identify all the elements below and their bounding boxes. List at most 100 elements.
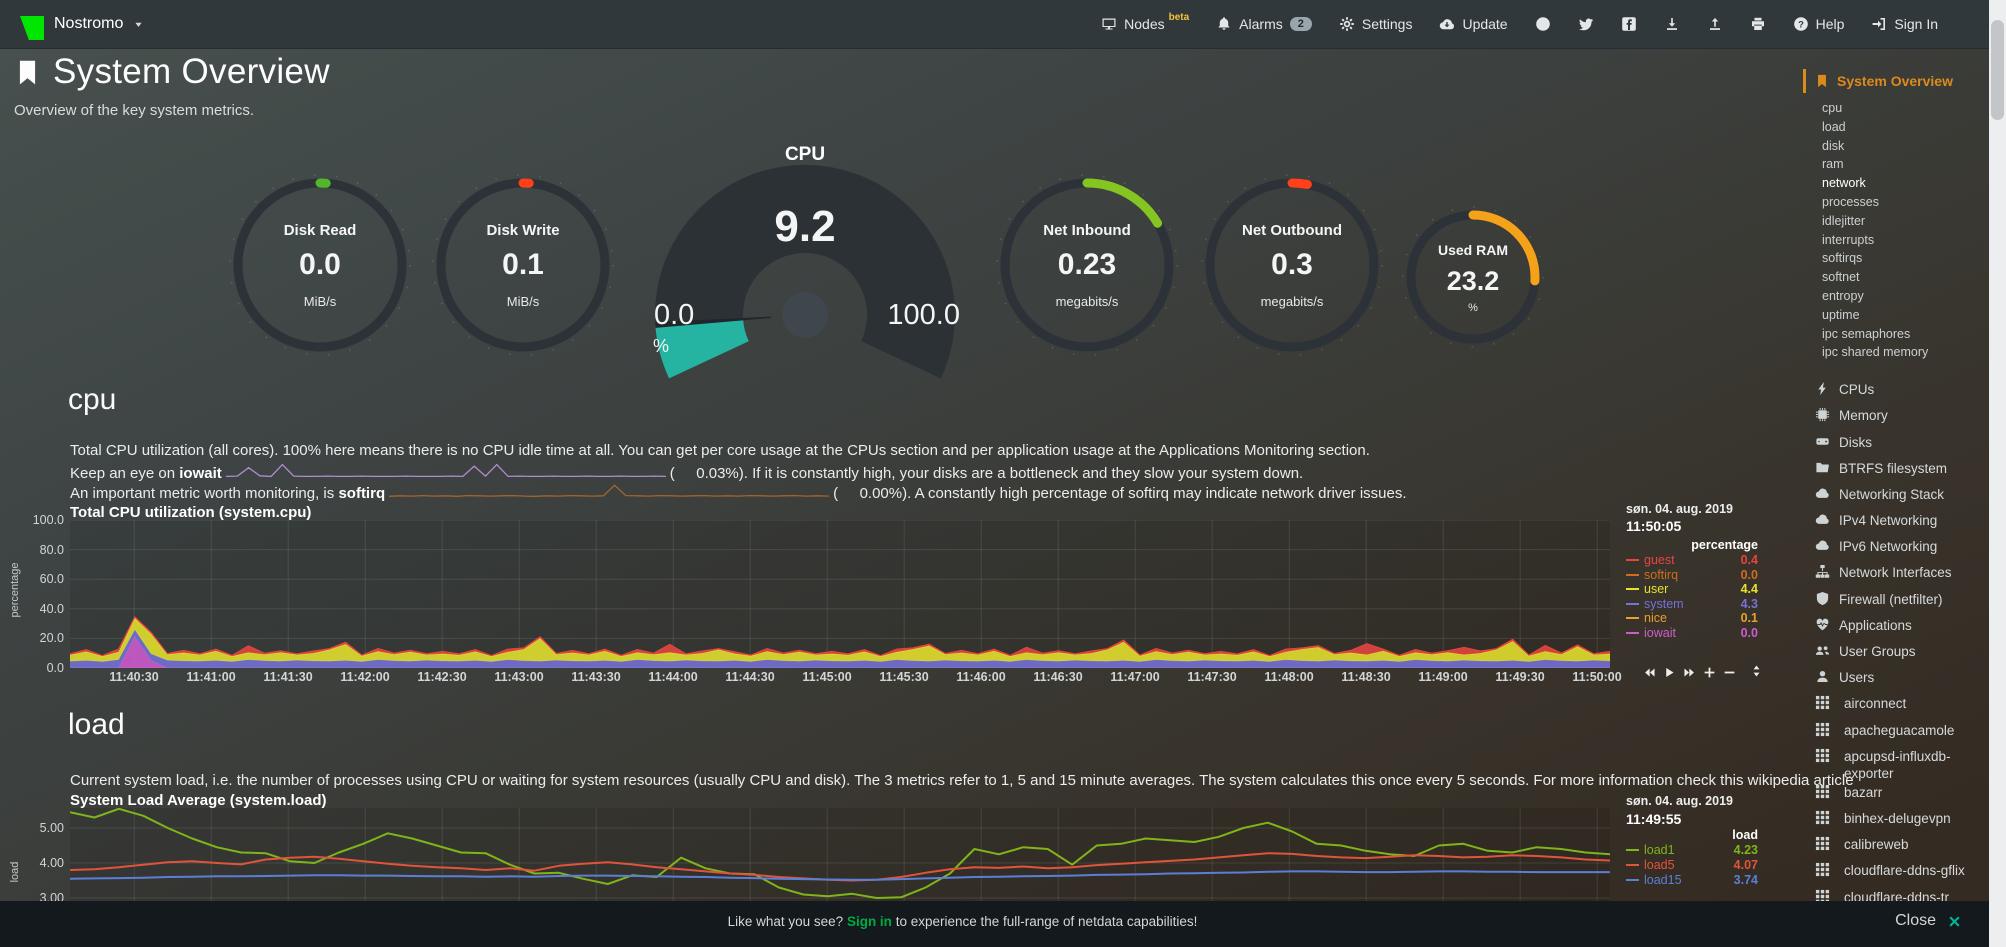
sidebar-item-ipv6-networking[interactable]: IPv6 Networking <box>1803 536 1989 562</box>
sidebar-item-cpus[interactable]: CPUs <box>1803 379 1989 405</box>
sidebar-item-networking-stack[interactable]: Networking Stack <box>1803 484 1989 510</box>
gauge-disk-write[interactable]: Disk Write 0.1 MiB/s <box>428 170 618 360</box>
legend-name: load15 <box>1644 873 1682 887</box>
scrollbar-thumb[interactable] <box>1991 20 2004 120</box>
nav-sign-in[interactable]: Sign In <box>1871 16 1938 32</box>
legend-name: system <box>1644 596 1684 611</box>
softirq-sparkline-chart[interactable] <box>389 482 830 498</box>
sidebar-item-btrfs-filesystem[interactable]: BTRFS filesystem <box>1803 458 1989 484</box>
legend-row-system[interactable]: system 4.3 <box>1626 597 1758 611</box>
nav-settings[interactable]: Settings <box>1339 16 1412 32</box>
sidebar-item-cpu[interactable]: cpu <box>1822 101 1843 115</box>
memory-icon <box>1815 407 1830 422</box>
gauge-min: 0.0 <box>654 299 695 331</box>
nav-update[interactable]: Update <box>1439 16 1508 32</box>
nav-alarms-label: Alarms <box>1239 16 1283 32</box>
sidebar-item-softnet[interactable]: softnet <box>1822 270 1860 285</box>
alarm-count-badge: 2 <box>1289 17 1312 31</box>
scroll-down-icon[interactable] <box>1989 931 2006 947</box>
sidebar-item-apacheguacamole[interactable]: apacheguacamole <box>1803 720 1989 746</box>
forward-icon[interactable] <box>1683 666 1696 679</box>
nav-alarms[interactable]: Alarms 2 <box>1216 16 1312 32</box>
sidebar-item-cloudflare-ddns-gflix[interactable]: cloudflare-ddns-gflix <box>1803 860 1989 886</box>
sidebar-item-network-interfaces[interactable]: Network Interfaces <box>1803 562 1989 588</box>
gauge-disk-read[interactable]: Disk Read 0.0 MiB/s <box>225 170 415 360</box>
legend-row-nice[interactable]: nice 0.1 <box>1626 611 1758 625</box>
rewind-icon[interactable] <box>1643 666 1656 679</box>
legend-row-guest[interactable]: guest 0.4 <box>1626 553 1758 567</box>
sidebar-item-binhex-delugevpn[interactable]: binhex-delugevpn <box>1803 808 1989 834</box>
sidebar-item-airconnect[interactable]: airconnect <box>1803 693 1989 719</box>
sidebar-item-entropy[interactable]: entropy <box>1822 288 1864 303</box>
sidebar-item-network[interactable]: network <box>1822 176 1866 191</box>
sidebar-item-label: IPv4 Networking <box>1839 513 1938 529</box>
sidebar-active-label: System Overview <box>1837 73 1953 89</box>
sidebar-item-idlejitter[interactable]: idlejitter <box>1822 213 1866 228</box>
nav-github[interactable] <box>1535 16 1551 32</box>
gauge-net-outbound[interactable]: Net Outbound 0.3 megabits/s <box>1197 170 1387 360</box>
legend-row-softirq[interactable]: softirq 0.0 <box>1626 568 1758 582</box>
y-tick: 4.00 <box>39 856 64 870</box>
sidebar-item-system-overview[interactable]: System Overview <box>1803 69 1989 93</box>
legend-name: user <box>1644 582 1669 596</box>
nav-nodes[interactable]: Nodes beta <box>1101 12 1189 32</box>
play-icon[interactable] <box>1663 666 1676 679</box>
sidebar-item-load[interactable]: load <box>1822 119 1846 134</box>
sidebar-item-user-groups[interactable]: User Groups <box>1803 641 1989 667</box>
nav-download[interactable] <box>1664 16 1680 32</box>
legend-dash <box>1626 602 1639 605</box>
sidebar-item-processes[interactable]: processes <box>1822 194 1879 209</box>
footer-message: Like what you see? Sign in to experience… <box>0 914 1925 929</box>
nav-print[interactable] <box>1750 16 1766 32</box>
gauge-value: 0.23 <box>1057 248 1117 281</box>
gauge-title: CPU <box>784 144 826 165</box>
sidebar-item-label: airconnect <box>1844 696 1907 712</box>
sidebar-item-ipv4-networking[interactable]: IPv4 Networking <box>1803 510 1989 536</box>
legend-row-iowait[interactable]: iowait 0.0 <box>1626 626 1758 640</box>
gauge-title: Net Outbound <box>1242 222 1342 239</box>
nav-twitter[interactable] <box>1578 16 1594 32</box>
gauge-cpu-gauge[interactable]: CPU 9.2 0.0 100.0% <box>650 144 960 386</box>
sidebar-item-ipc-shared-memory[interactable]: ipc shared memory <box>1822 345 1929 360</box>
sidebar-item-apcupsd-influxdb-exporter[interactable]: apcupsd-influxdb-exporter <box>1803 746 1989 782</box>
sidebar-item-softirqs[interactable]: softirqs <box>1822 251 1863 266</box>
sidebar-item-uptime[interactable]: uptime <box>1822 307 1860 322</box>
plus-icon[interactable] <box>1703 666 1716 679</box>
sign-in-link[interactable]: Sign in <box>846 914 892 929</box>
legend-name: nice <box>1644 611 1667 625</box>
legend-row-load5[interactable]: load5 4.07 <box>1626 858 1758 872</box>
iowait-sparkline-chart[interactable] <box>225 462 666 478</box>
nav-upload[interactable] <box>1707 16 1723 32</box>
minus-icon[interactable] <box>1723 666 1736 679</box>
node-selector[interactable]: Nostromo <box>12 8 144 40</box>
sidebar-item-disk[interactable]: disk <box>1822 138 1845 153</box>
legend-row-load15[interactable]: load15 3.74 <box>1626 873 1758 887</box>
gauge-used-ram[interactable]: Used RAM 23.2% <box>1398 202 1548 352</box>
x-tick: 11:48:30 <box>1341 670 1391 684</box>
scroll-up-icon[interactable] <box>1989 0 2006 16</box>
close-button[interactable]: Close <box>1895 912 1962 930</box>
legend-row-load1[interactable]: load1 4.23 <box>1626 843 1758 857</box>
sidebar-item-disks[interactable]: Disks <box>1803 432 1989 458</box>
sidebar-item-bazarr[interactable]: bazarr <box>1803 782 1989 808</box>
gauge-net-inbound[interactable]: Net Inbound 0.23 megabits/s <box>992 170 1182 360</box>
sidebar-item-memory[interactable]: Memory <box>1803 405 1989 431</box>
x-tick: 11:45:00 <box>802 670 852 684</box>
footer-prompt-2: to experience the full-range of netdata … <box>891 914 1198 929</box>
chart-resize-handle[interactable] <box>1750 664 1763 683</box>
sidebar-item-interrupts[interactable]: interrupts <box>1822 232 1875 247</box>
sidebar-item-calibreweb[interactable]: calibreweb <box>1803 834 1989 860</box>
cpu-chart-plot[interactable] <box>70 520 1610 668</box>
sidebar-item-users[interactable]: Users <box>1803 667 1989 693</box>
sidebar-item-cloudflare-ddns-tr[interactable]: cloudflare-ddns-tr <box>1803 887 1989 913</box>
sidebar-item-ram[interactable]: ram <box>1822 157 1844 172</box>
nav-facebook[interactable] <box>1621 16 1637 32</box>
nav-help[interactable]: ? Help <box>1793 16 1844 32</box>
legend-row-user[interactable]: user 4.4 <box>1626 582 1758 596</box>
page-scrollbar[interactable] <box>1989 0 2006 947</box>
sidebar-item-ipc-semaphores[interactable]: ipc semaphores <box>1822 326 1911 341</box>
sidebar-item-firewall-netfilter[interactable]: Firewall (netfilter) <box>1803 589 1989 615</box>
gauge-value: 0.3 <box>1271 248 1313 281</box>
sidebar-item-applications[interactable]: Applications <box>1803 615 1989 641</box>
node-name: Nostromo <box>54 15 124 32</box>
